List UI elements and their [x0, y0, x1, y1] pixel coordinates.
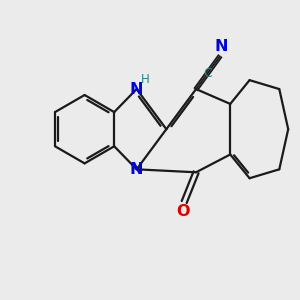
Text: N: N: [130, 162, 143, 177]
Text: H: H: [141, 73, 150, 86]
Text: C: C: [203, 67, 212, 80]
Text: O: O: [176, 204, 189, 219]
Text: N: N: [214, 39, 228, 54]
Text: N: N: [130, 82, 143, 97]
